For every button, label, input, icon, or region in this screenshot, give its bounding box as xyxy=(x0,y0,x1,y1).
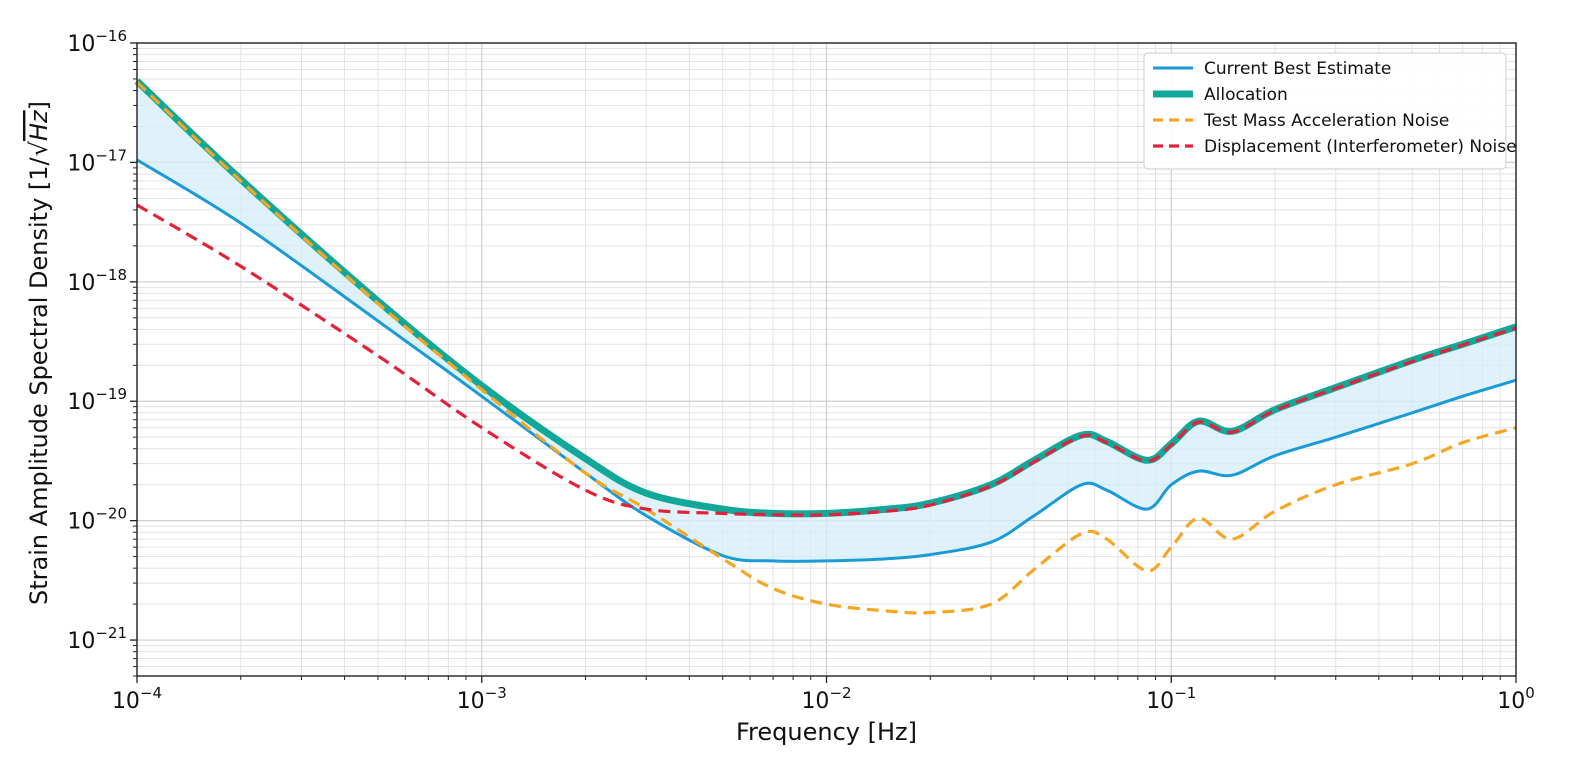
series-line-current-best-estimate xyxy=(136,158,1517,563)
legend-label: Displacement (Interferometer) Noise xyxy=(1204,137,1517,157)
axis-ticks: 10−4 10−3 10−2 10−1 100 10−16 10−17 10−18 10−19 1… xyxy=(67,27,1534,714)
y-axis-title: Strain Amplitude Spectral Density [1/√Hz… xyxy=(25,101,53,605)
y-axis-title-sqrt: Hz xyxy=(25,109,53,141)
y-tick-label: 10−20 xyxy=(67,505,127,535)
y-axis-title-close: ] xyxy=(25,101,53,110)
y-axis-title-main: Strain Amplitude Spectral Density [1/ xyxy=(25,156,53,605)
series-line-displacement-interferometer-noise xyxy=(136,203,1517,517)
x-tick-label: 10−2 xyxy=(801,684,851,714)
svg-text:Strain Amplitude Spectral Dens: Strain Amplitude Spectral Density [1/√Hz… xyxy=(25,101,53,605)
x-axis-title: Frequency [Hz] xyxy=(736,718,917,746)
sqrt-sign: √ xyxy=(25,140,53,156)
y-tick-label: 10−21 xyxy=(67,624,127,654)
series-lines xyxy=(134,78,1518,615)
x-tick-label: 10−1 xyxy=(1146,684,1196,714)
y-tick-label: 10−16 xyxy=(67,27,127,57)
y-tick-label: 10−17 xyxy=(67,146,127,176)
legend: Current Best Estimate Allocation Test Mass… xyxy=(1143,52,1517,170)
x-tick-label: 100 xyxy=(1497,684,1535,714)
legend-label: Allocation xyxy=(1204,85,1288,105)
y-tick-label: 10−19 xyxy=(67,385,127,415)
x-tick-label: 10−4 xyxy=(112,684,162,714)
legend-label: Current Best Estimate xyxy=(1204,59,1391,79)
y-tick-label: 10−18 xyxy=(67,266,127,296)
legend-label: Test Mass Acceleration Noise xyxy=(1203,111,1449,131)
series-line-allocation xyxy=(134,78,1518,518)
series-line-test-mass-acceleration-noise xyxy=(135,81,1517,615)
x-tick-label: 10−3 xyxy=(457,684,507,714)
legend-box xyxy=(1143,52,1507,170)
